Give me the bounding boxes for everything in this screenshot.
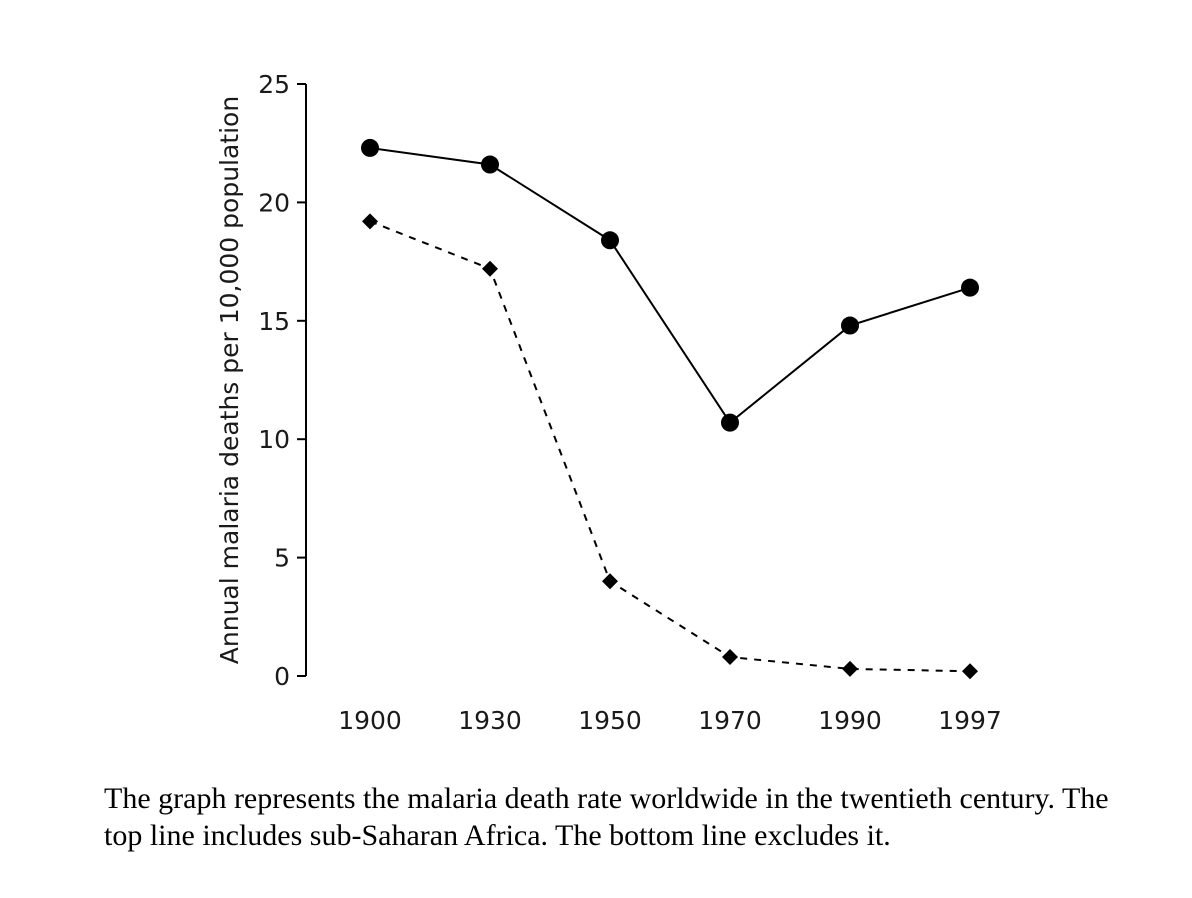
series-line-solid (369, 146, 971, 425)
y-tick-label: 10 (258, 425, 290, 454)
y-tick-label: 25 (258, 70, 290, 99)
y-tick-label: 15 (258, 307, 290, 336)
series-line-dashed (369, 220, 971, 673)
data-point-diamond (842, 660, 858, 677)
chart: 0 5 10 15 20 25 1900 1930 1950 1970 1990 1997 Annu… (215, 70, 1002, 735)
y-tick-label: 5 (274, 544, 290, 573)
y-tick-label: 20 (258, 188, 290, 217)
y-ticks: 0 5 10 15 20 25 (258, 70, 306, 691)
data-point-diamond (362, 213, 378, 230)
x-tick-label: 1997 (938, 706, 1002, 735)
figure-caption: The graph represents the malaria death r… (104, 782, 1109, 852)
series-layer (361, 138, 979, 680)
data-point-diamond (602, 573, 618, 590)
data-point-circle (721, 413, 739, 432)
data-point-circle (481, 155, 499, 174)
data-point-diamond (962, 663, 978, 680)
data-point-circle (961, 278, 979, 297)
data-point-diamond (722, 649, 738, 666)
x-tick-label: 1900 (338, 706, 402, 735)
x-tick-label: 1970 (698, 706, 762, 735)
data-point-diamond (482, 260, 498, 277)
x-tick-label: 1930 (458, 706, 522, 735)
x-tick-label: 1950 (578, 706, 642, 735)
data-point-circle (361, 138, 379, 157)
y-tick-label: 0 (274, 662, 290, 691)
data-point-circle (841, 316, 859, 335)
x-tick-label: 1990 (818, 706, 882, 735)
x-ticks: 1900 1930 1950 1970 1990 1997 (338, 706, 1002, 735)
y-axis-title: Annual malaria deaths per 10,000 populat… (215, 96, 244, 664)
data-point-circle (601, 231, 619, 250)
